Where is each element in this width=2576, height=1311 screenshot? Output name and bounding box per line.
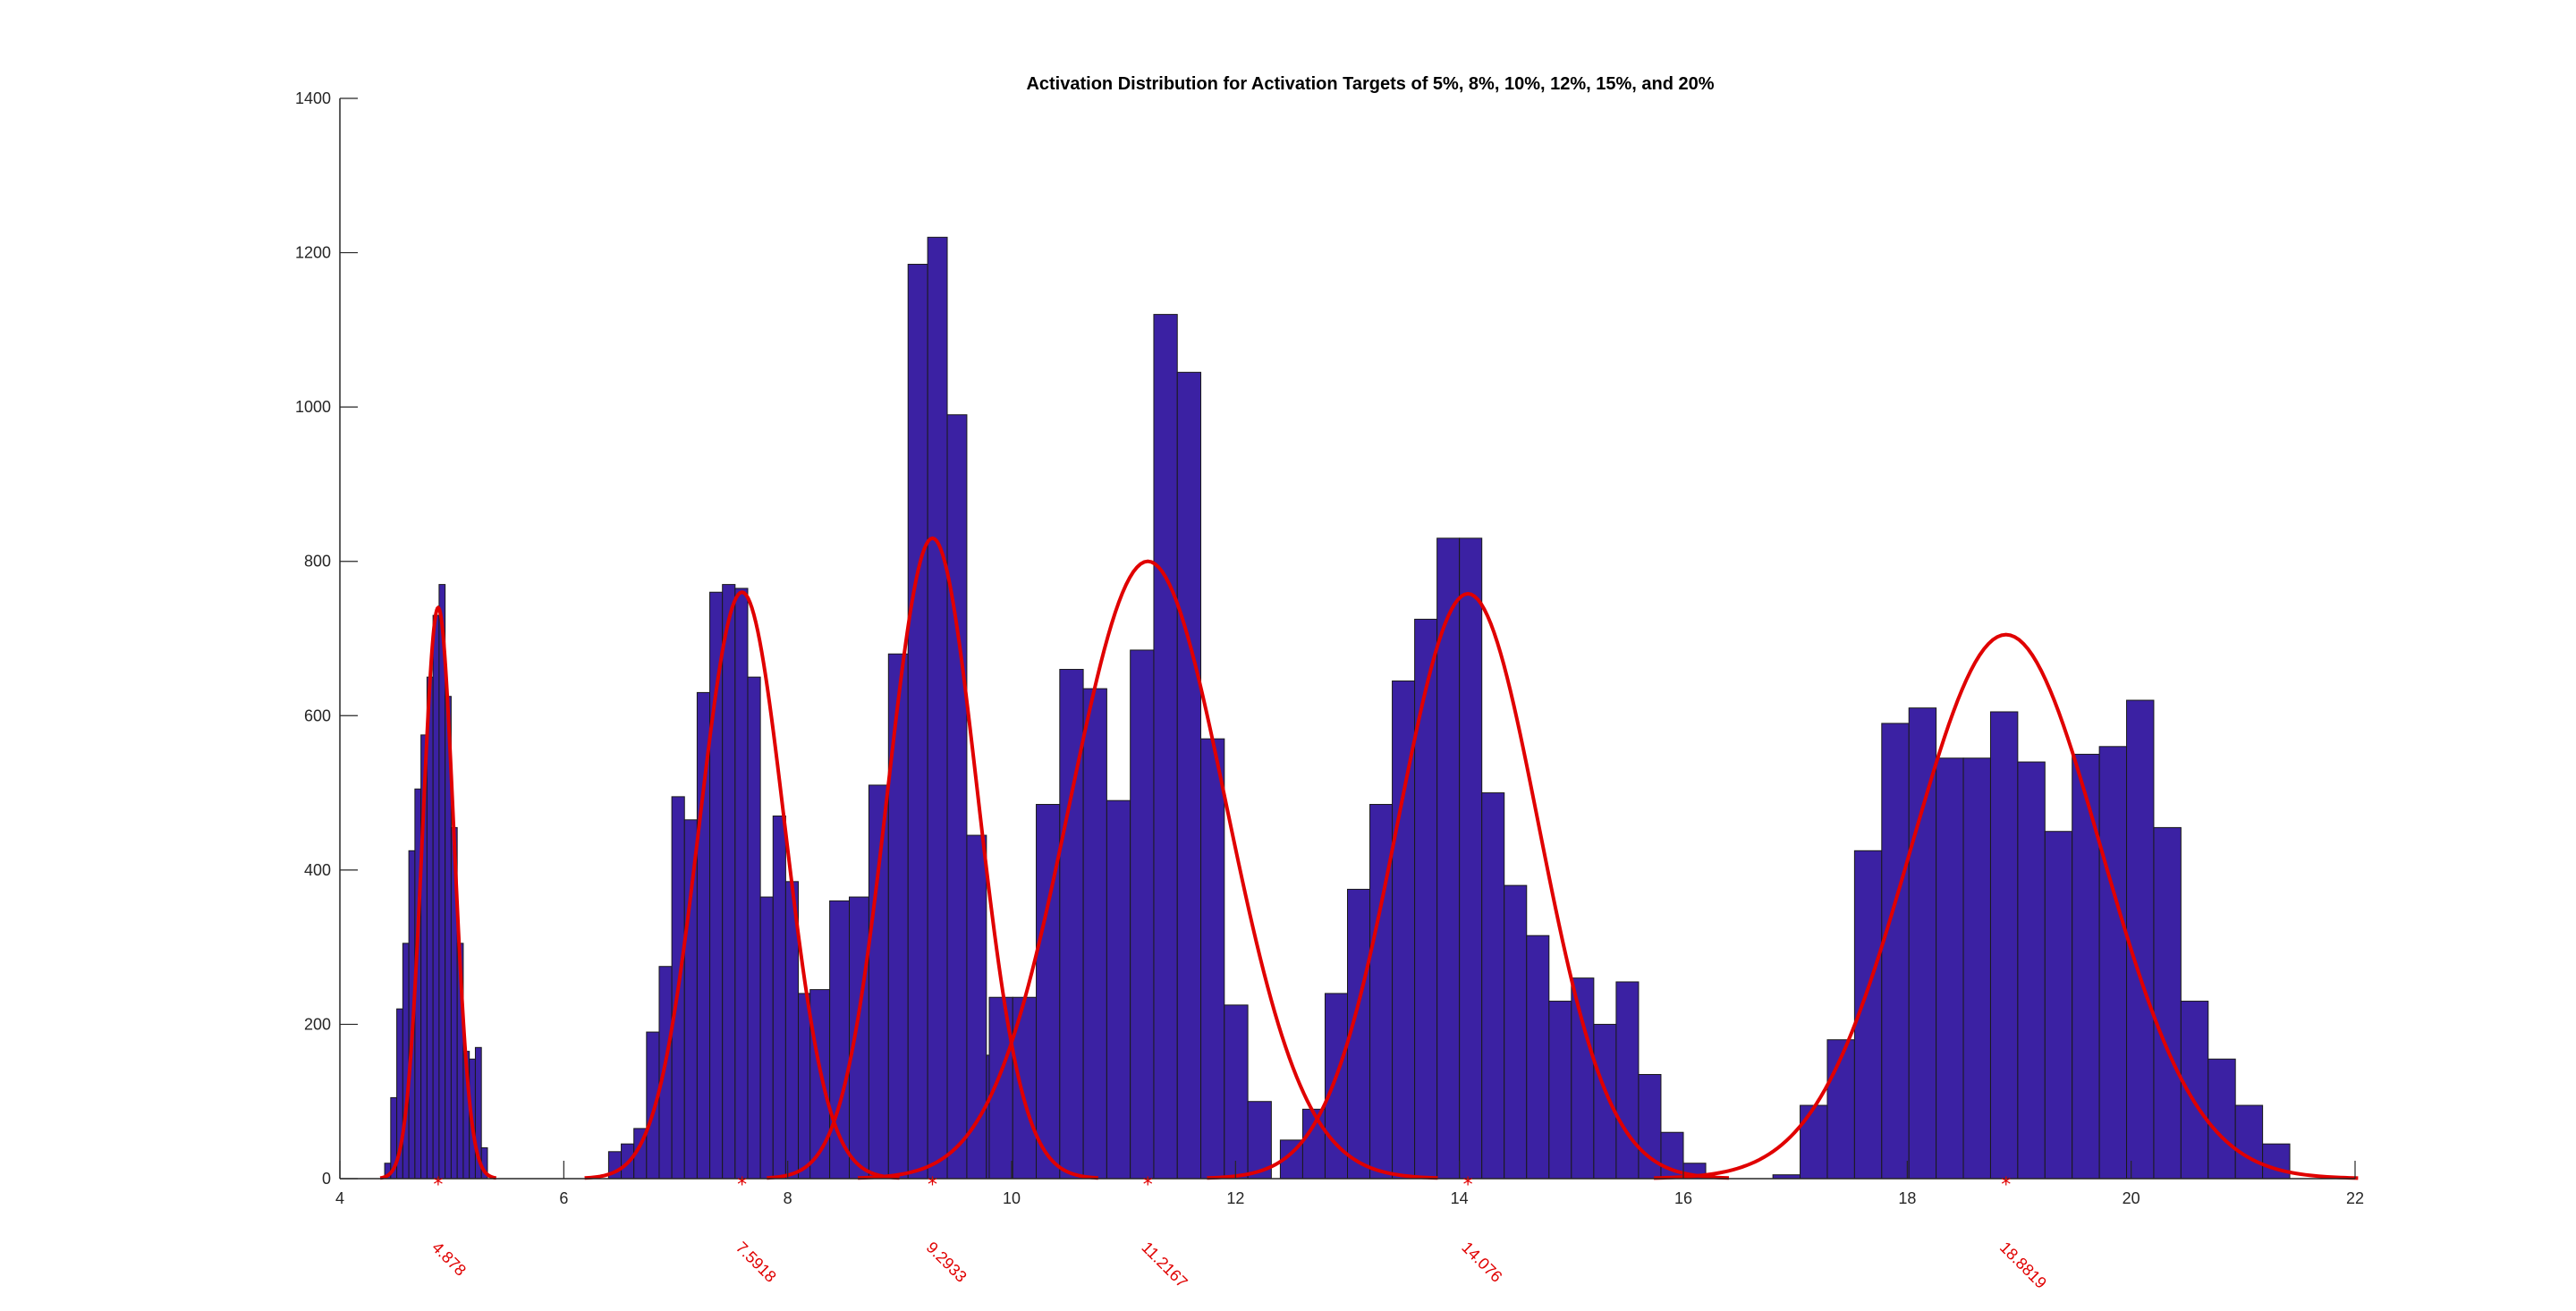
mean-marker: * [1463, 1174, 1473, 1197]
y-tick-label: 600 [304, 706, 331, 724]
histogram-bar [402, 943, 410, 1180]
histogram-bar [1826, 1039, 1855, 1180]
histogram-bar [1153, 314, 1178, 1180]
histogram-bar [2126, 699, 2155, 1180]
mean-label: 18.8819 [1996, 1239, 2050, 1292]
histogram-bar [946, 414, 968, 1180]
histogram-bar [1106, 799, 1131, 1180]
histogram-bars [384, 236, 2291, 1180]
y-tick-label: 1400 [295, 89, 331, 107]
histogram-bar [747, 676, 761, 1180]
histogram-bar [1908, 707, 1937, 1180]
histogram-bar [1082, 688, 1107, 1180]
histogram-bar [1593, 1023, 1617, 1180]
fit-curve [379, 605, 497, 1180]
histogram-bar [734, 588, 749, 1180]
fit-curve [584, 590, 900, 1180]
histogram-bar [2098, 746, 2128, 1180]
histogram-bar [1504, 884, 1528, 1180]
histogram-bar [1176, 371, 1202, 1180]
histogram-bar [2234, 1104, 2264, 1180]
mean-label: 9.2933 [923, 1239, 970, 1286]
histogram-bar [927, 236, 948, 1180]
x-tick-label: 18 [1898, 1189, 1916, 1207]
y-tick-label: 1000 [295, 398, 331, 416]
x-tick-label: 10 [1003, 1189, 1021, 1207]
y-tick-label: 800 [304, 553, 331, 571]
mean-marker: * [1143, 1174, 1153, 1197]
mean-marker: * [2001, 1174, 2011, 1197]
histogram-bar [1414, 618, 1438, 1180]
x-tick-label: 16 [1674, 1189, 1692, 1207]
histogram-bar [683, 819, 698, 1180]
x-tick-label: 4 [335, 1189, 344, 1207]
histogram-bar [907, 264, 928, 1180]
histogram-bar [2153, 826, 2182, 1180]
histogram-bar [1247, 1101, 1272, 1180]
histogram-bar [2072, 753, 2100, 1180]
x-tick-label: 14 [1451, 1189, 1469, 1207]
histogram-bar [772, 815, 786, 1180]
histogram-bar [1130, 649, 1155, 1180]
y-tick-label: 1200 [295, 244, 331, 262]
histogram-bar [2180, 1001, 2209, 1180]
histogram-bar [1571, 977, 1595, 1180]
y-tick-label: 400 [304, 861, 331, 879]
histogram-bar [849, 896, 869, 1180]
histogram-bar [658, 966, 673, 1180]
histogram-bar [966, 834, 987, 1180]
x-tick-label: 22 [2346, 1189, 2364, 1207]
fit-curve [1207, 591, 1730, 1180]
histogram-bar [1526, 935, 1550, 1180]
gaussian-fits [379, 536, 2359, 1180]
histogram-bar [2017, 761, 2046, 1180]
histogram-bar [1200, 738, 1225, 1180]
histogram-bar [868, 784, 889, 1180]
y-tick-label: 0 [322, 1170, 331, 1188]
fit-curve [1654, 632, 2359, 1180]
histogram-bar [1800, 1104, 1828, 1180]
y-tick-label: 200 [304, 1015, 331, 1033]
histogram-bar [1481, 792, 1505, 1180]
histogram-bar [1548, 1001, 1572, 1180]
histogram-bar [1962, 757, 1991, 1180]
histogram-bar [1224, 1004, 1249, 1180]
histogram-bar [1989, 711, 2019, 1180]
x-tick-label: 8 [784, 1189, 792, 1207]
histogram-bar [1936, 757, 1964, 1180]
mean-marker: * [928, 1174, 937, 1197]
x-tick-label: 6 [559, 1189, 568, 1207]
mean-marker: * [737, 1174, 747, 1197]
histogram-bar [1059, 669, 1084, 1180]
histogram-bar [432, 614, 440, 1180]
x-tick-label: 20 [2123, 1189, 2140, 1207]
fit-curve [858, 559, 1438, 1180]
histogram-bar [887, 653, 909, 1180]
axes: 0 200 400 600 800 1000 1200 1400 4 6 8 10 12 14 16 18 20… [295, 89, 2364, 1207]
histogram-bar [759, 896, 774, 1180]
mean-marker: * [433, 1174, 443, 1197]
x-tick-label: 12 [1226, 1189, 1244, 1207]
fit-curve [767, 536, 1098, 1180]
histogram-bar [2207, 1058, 2236, 1180]
histogram-bar [798, 993, 812, 1180]
histogram-bar [1881, 723, 1910, 1180]
histogram-bar [1301, 1108, 1326, 1180]
mean-label: 7.5918 [733, 1239, 780, 1286]
mean-label: 14.076 [1458, 1239, 1505, 1286]
mean-label: 4.878 [428, 1239, 470, 1280]
histogram-bar [2044, 831, 2073, 1180]
chart-title: Activation Distribution for Activation T… [1026, 74, 1714, 94]
histogram-bar [646, 1031, 660, 1180]
histogram-bar [1615, 981, 1640, 1180]
mean-label: 11.2167 [1138, 1239, 1191, 1291]
histogram-bar [2262, 1143, 2291, 1180]
histogram-bar [722, 584, 736, 1180]
histogram-bar [1459, 537, 1483, 1180]
